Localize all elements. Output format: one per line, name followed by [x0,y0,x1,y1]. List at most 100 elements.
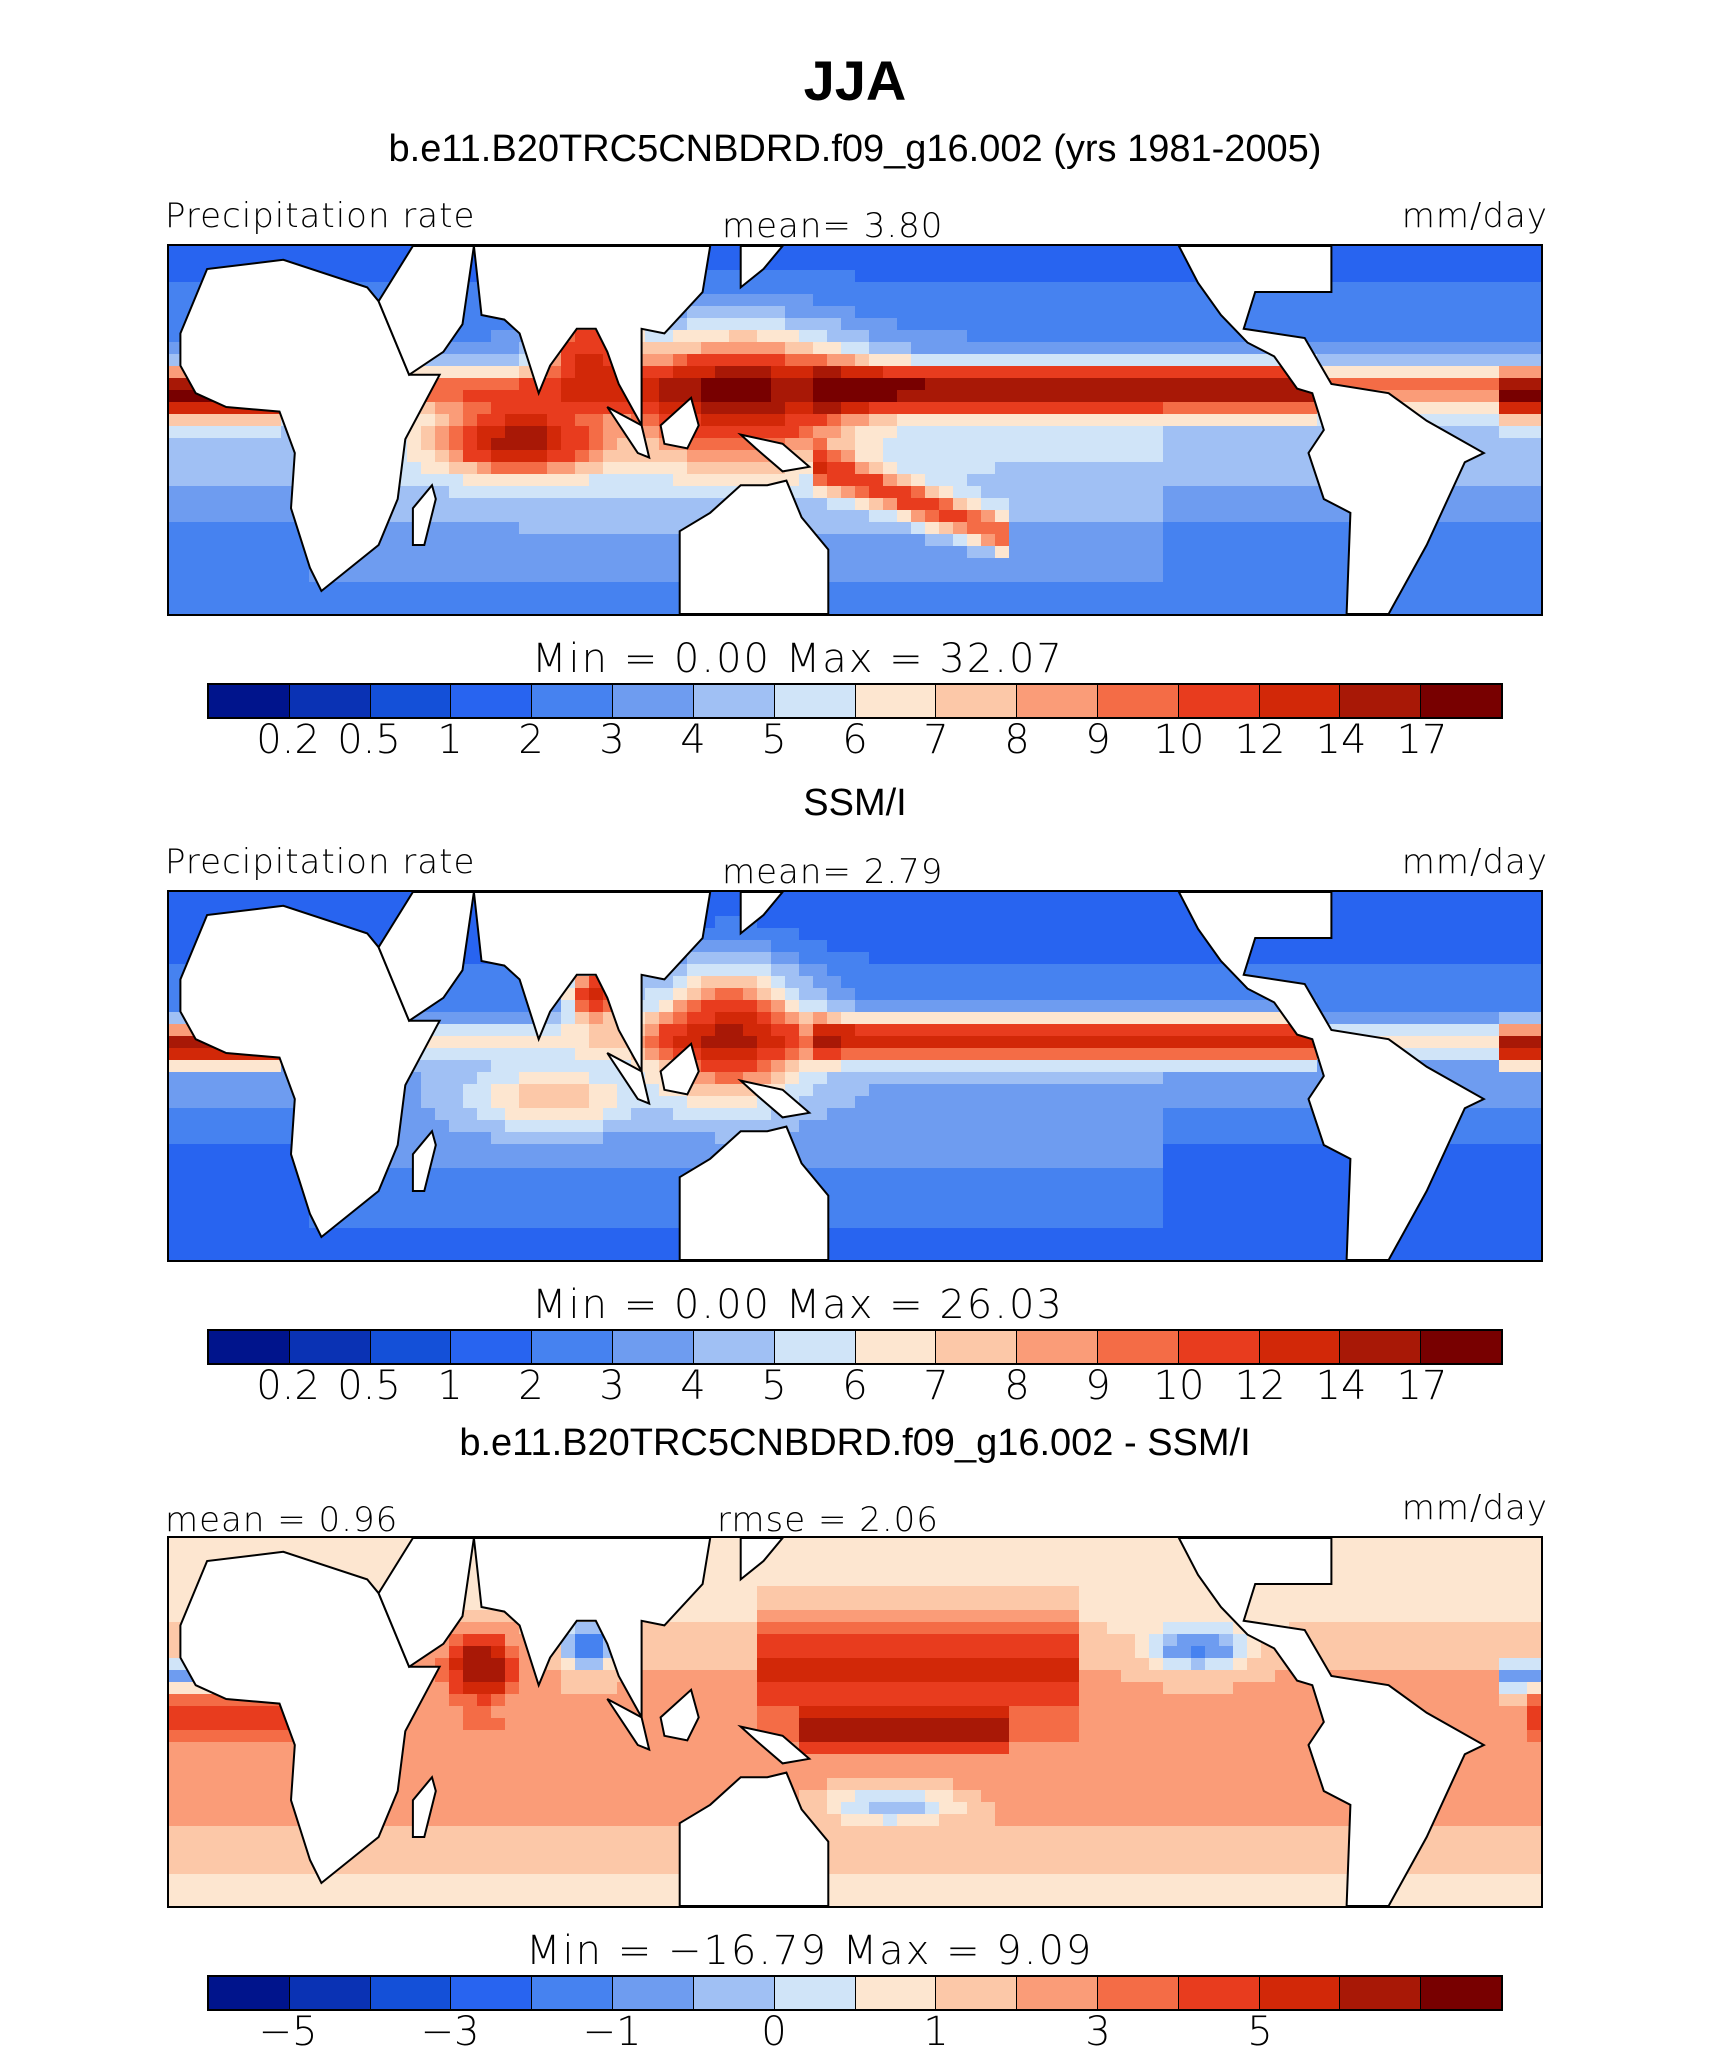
colorbar-tick-label: 4 [680,717,706,763]
colorbar-tick-label: 2 [518,1363,544,1409]
panel2-minmax: Min = 0.00 Max = 26.03 [532,1282,1064,1328]
colorbar-box [1097,685,1179,717]
colorbar-tick-label: 14 [1315,717,1367,763]
colorbar-tick-label: 6 [842,717,868,763]
colorbar-tick-label: 17 [1396,717,1448,763]
coastline [472,246,712,426]
colorbar-box [532,685,614,717]
colorbar-tick-label: 8 [1004,717,1030,763]
colorbar-tick-label: −3 [420,2009,480,2055]
coastline [678,1125,830,1260]
panel1-map [167,244,1543,616]
colorbar-box [936,685,1018,717]
colorbar-tick-label: 1 [437,1363,463,1409]
coastline [659,1041,700,1096]
panel1-mean-label: mean= 3.80 [722,206,944,246]
panel1-left-label: Precipitation rate [165,196,476,236]
colorbar-box [1259,1977,1341,2009]
coastline [472,892,712,1072]
panel3-map [167,1536,1543,1908]
panel1-colorbar-ticks: 0.2 0.5 1 2 3 4 5 6 7 8 9 10 12 14 17 [207,717,1503,767]
colorbar-box [451,1331,533,1363]
colorbar-tick-label: 4 [680,1363,706,1409]
colorbar-box [209,685,290,717]
panel3-colorbar-ticks: −5 −3 −1 0 1 3 5 [207,2009,1503,2059]
colorbar-box [370,685,452,717]
colorbar-box [532,1331,614,1363]
coastline [606,1698,651,1752]
coastline [377,246,475,377]
coastline [739,246,784,290]
colorbar-tick-label: 17 [1396,1363,1448,1409]
colorbar-tick-label: 12 [1234,1363,1286,1409]
colorbar-tick-label: 0.5 [337,1363,401,1409]
diff-panel-title: b.e11.B20TRC5CNBDRD.f09_g16.002 - SSM/I [459,1422,1251,1464]
panel2-colorbar [207,1329,1503,1365]
coastline [739,1538,784,1582]
colorbar-tick-label: 9 [1085,1363,1111,1409]
colorbar-box [1340,685,1422,717]
coastline [659,1687,700,1742]
colorbar-box [209,1331,290,1363]
colorbar-box [613,1331,694,1363]
colorbar-tick-label: 12 [1234,717,1286,763]
colorbar-tick-label: 0.5 [337,717,401,763]
coastline [377,892,475,1023]
colorbar-box [1340,1977,1422,2009]
colorbar-box [1259,1331,1341,1363]
colorbar-box [855,685,937,717]
colorbar-box [370,1977,452,2009]
colorbar-tick-label: 1 [923,2009,949,2055]
colorbar-box [1097,1977,1179,2009]
colorbar-box [613,685,694,717]
coastline [1177,1538,1486,1906]
colorbar-box [774,1977,856,2009]
panel1-units-label: mm/day [1401,196,1548,236]
coastline [1177,246,1486,614]
coastline [411,483,437,546]
colorbar-tick-label: 10 [1153,1363,1205,1409]
colorbar-box [936,1331,1018,1363]
colorbar-box [209,1977,290,2009]
panel2-map [167,890,1543,1262]
panel1-colorbar [207,683,1503,719]
colorbar-box [774,685,856,717]
panel3-units-label: mm/day [1401,1488,1548,1528]
coastline [179,258,442,593]
colorbar-box [693,1977,775,2009]
panel3-colorbar [207,1975,1503,2011]
colorbar-tick-label: 3 [599,717,625,763]
colorbar-box [532,1977,614,2009]
colorbar-box [1178,1977,1260,2009]
colorbar-box [1421,685,1501,717]
colorbar-box [1421,1977,1501,2009]
colorbar-tick-label: 5 [761,1363,787,1409]
colorbar-box [370,1331,452,1363]
coastline [659,395,700,450]
land-mask [179,892,1486,1260]
panel2-mean-label: mean= 2.79 [722,852,944,892]
model-panel-title: b.e11.B20TRC5CNBDRD.f09_g16.002 (yrs 198… [388,128,1322,170]
colorbar-box [1178,685,1260,717]
colorbar-box [451,685,533,717]
colorbar-tick-label: 3 [599,1363,625,1409]
colorbar-box [774,1331,856,1363]
colorbar-tick-label: 6 [842,1363,868,1409]
coastline [678,1771,830,1906]
coastline [179,1550,442,1885]
panel3-rmse-label: rmse = 2.06 [717,1500,939,1540]
coastline [606,1052,651,1106]
land-mask [179,246,1486,614]
colorbar-box [1259,685,1341,717]
obs-panel-title: SSM/I [803,782,907,824]
panel1-minmax: Min = 0.00 Max = 32.07 [532,636,1064,682]
land-mask [179,1538,1486,1906]
panel2-units-label: mm/day [1401,842,1548,882]
colorbar-tick-label: −1 [582,2009,642,2055]
colorbar-tick-label: 8 [1004,1363,1030,1409]
panel3-mean-label: mean = 0.96 [165,1500,399,1540]
coastline [472,1538,712,1718]
coastline [411,1129,437,1192]
colorbar-box [693,685,775,717]
colorbar-box [855,1331,937,1363]
